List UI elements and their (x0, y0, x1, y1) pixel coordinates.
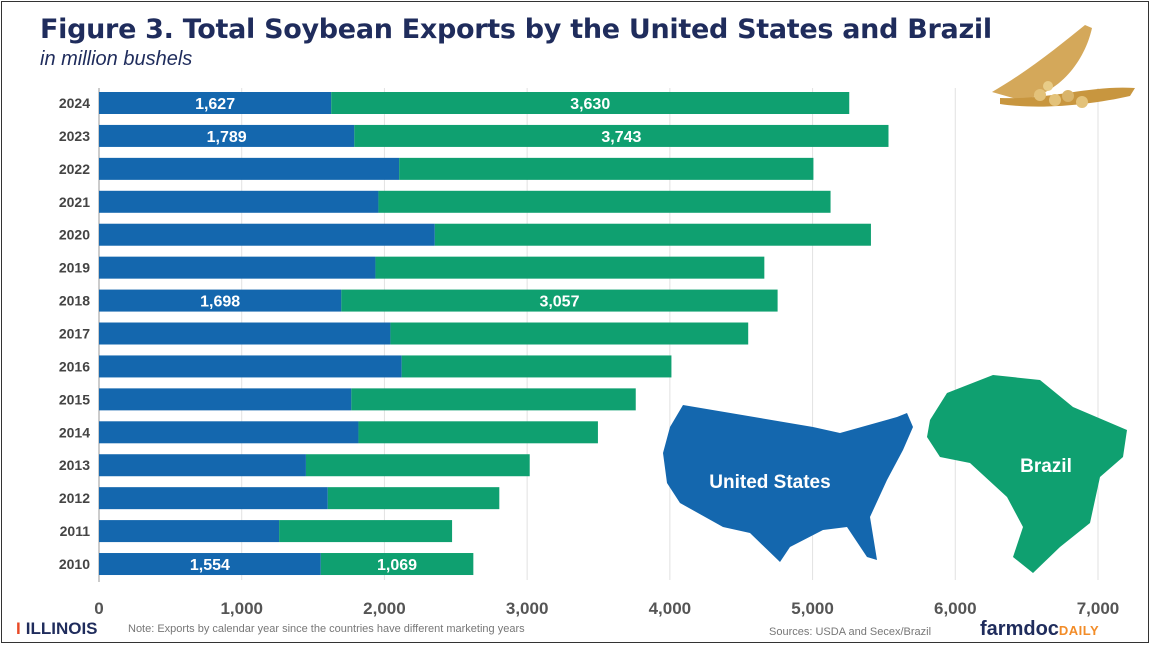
data-label-brazil: 3,743 (601, 129, 641, 146)
bar-us-2020 (99, 223, 435, 246)
y-tick-label: 2011 (60, 523, 91, 539)
bar-us-2015 (99, 388, 352, 411)
x-tick-label: 5,000 (791, 599, 834, 618)
y-tick-label: 2019 (59, 260, 90, 276)
bar-brazil-2012 (327, 487, 500, 510)
y-tick-label: 2018 (59, 293, 90, 309)
bar-brazil-2010 (320, 553, 474, 576)
brazil-map-label: Brazil (1020, 456, 1072, 477)
data-label-brazil: 3,057 (539, 294, 579, 311)
y-tick-label: 2021 (59, 194, 90, 210)
data-label-brazil: 3,630 (570, 96, 610, 113)
bar-us-2016 (99, 355, 402, 378)
y-tick-label: 2020 (59, 227, 90, 243)
bar-us-2013 (99, 454, 306, 477)
bar-us-2017 (99, 322, 391, 345)
y-tick-label: 2016 (59, 358, 90, 374)
data-label-us: 1,627 (195, 96, 235, 113)
bar-us-2010 (99, 553, 321, 576)
data-label-us: 1,554 (190, 557, 230, 574)
bar-brazil-2021 (378, 190, 831, 213)
bar-brazil-2016 (401, 355, 672, 378)
bar-us-2018 (99, 289, 342, 312)
bar-brazil-2022 (399, 157, 814, 180)
y-tick-label: 2024 (59, 95, 90, 111)
y-tick-label: 2017 (59, 326, 90, 342)
illinois-logo: I ILLINOIS (16, 619, 98, 638)
chart-subtitle: in million bushels (40, 48, 193, 70)
bar-brazil-2015 (351, 388, 636, 411)
x-tick-label: 3,000 (506, 599, 549, 618)
bar-brazil-2023 (354, 124, 889, 147)
data-label-brazil: 1,069 (377, 557, 417, 574)
y-tick-label: 2013 (59, 457, 90, 473)
bar-us-2022 (99, 157, 400, 180)
y-tick-label: 2012 (59, 490, 90, 506)
bar-us-2024 (99, 92, 332, 114)
farmdoc-logo: farmdocDAILY (980, 618, 1100, 640)
bar-brazil-2013 (305, 454, 530, 477)
bar-brazil-2017 (390, 322, 749, 345)
bar-us-2014 (99, 421, 359, 444)
footnote: Note: Exports by calendar year since the… (128, 623, 525, 635)
bar-brazil-2018 (341, 289, 778, 312)
x-tick-label: 4,000 (649, 599, 692, 618)
bar-us-2012 (99, 487, 328, 510)
chart-title: Figure 3. Total Soybean Exports by the U… (40, 14, 992, 45)
united-states-map: United States (663, 405, 913, 562)
bar-brazil-2011 (279, 520, 453, 543)
x-tick-label: 1,000 (220, 599, 263, 618)
bar-us-2011 (99, 520, 280, 543)
x-tick-label: 6,000 (934, 599, 977, 618)
data-label-us: 1,789 (207, 129, 247, 146)
sources: Sources: USDA and Secex/Brazil (769, 626, 932, 638)
bar-us-2021 (99, 190, 379, 213)
y-tick-label: 2022 (59, 161, 90, 177)
bar-brazil-2020 (434, 223, 871, 246)
y-tick-label: 2023 (59, 128, 90, 144)
bar-brazil-2019 (375, 256, 765, 279)
x-tick-label: 7,000 (1077, 599, 1120, 618)
illinois-block-i-icon: I (16, 619, 21, 638)
x-tick-label: 0 (94, 599, 103, 618)
bar-brazil-2024 (331, 92, 850, 114)
bar-brazil-2014 (358, 421, 598, 444)
y-tick-label: 2010 (59, 556, 90, 572)
y-tick-label: 2015 (59, 391, 90, 407)
y-tick-label: 2014 (59, 424, 90, 440)
data-label-us: 1,698 (200, 294, 240, 311)
us-map-label: United States (709, 472, 830, 493)
bar-us-2019 (99, 256, 376, 279)
brazil-map: Brazil (927, 375, 1127, 573)
soybean-pod-icon (992, 25, 1135, 108)
bar-us-2023 (99, 124, 355, 147)
x-tick-label: 2,000 (363, 599, 406, 618)
